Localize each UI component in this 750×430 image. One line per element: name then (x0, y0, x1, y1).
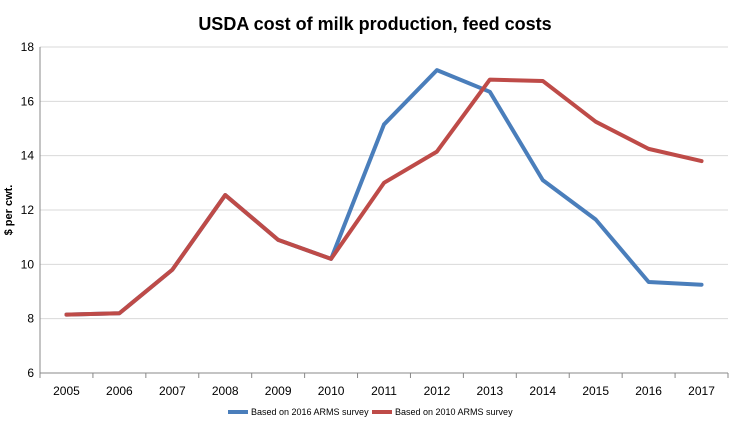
x-tick-label: 2007 (159, 384, 186, 398)
y-tick-label: 18 (21, 40, 35, 54)
y-tick-label: 14 (21, 149, 35, 163)
x-tick-label: 2017 (688, 384, 715, 398)
x-tick-label: 2010 (318, 384, 345, 398)
x-tick-label: 2008 (212, 384, 239, 398)
x-tick-label: 2016 (635, 384, 662, 398)
y-axis-label: $ per cwt. (3, 185, 15, 236)
x-tick-label: 2011 (371, 384, 397, 398)
y-tick-label: 10 (21, 257, 35, 271)
legend-label-1: Based on 2016 ARMS survey (251, 407, 369, 417)
x-tick-label: 2013 (476, 384, 503, 398)
series-lines (64, 68, 704, 317)
x-tick-label: 2009 (265, 384, 292, 398)
x-tick-label: 2006 (106, 384, 133, 398)
y-tick-label: 6 (27, 366, 34, 380)
x-tick-label: 2005 (53, 384, 80, 398)
x-tick-label: 2015 (582, 384, 609, 398)
y-tick-label: 16 (21, 94, 35, 108)
axes: 6 8 10 12 14 16 18 2005 2006 2007 2008 2009 2010 2011… (21, 40, 729, 398)
y-tick-label: 12 (21, 203, 35, 217)
y-tick-label: 8 (27, 312, 34, 326)
gridlines (40, 46, 728, 320)
x-tick-label: 2012 (424, 384, 451, 398)
series-line-2 (64, 77, 704, 317)
x-tick-label: 2014 (529, 384, 556, 398)
legend: Based on 2016 ARMS survey Based on 2010 A… (228, 407, 513, 417)
chart-title: USDA cost of milk production, feed costs (198, 14, 551, 34)
legend-label-2: Based on 2010 ARMS survey (395, 407, 513, 417)
